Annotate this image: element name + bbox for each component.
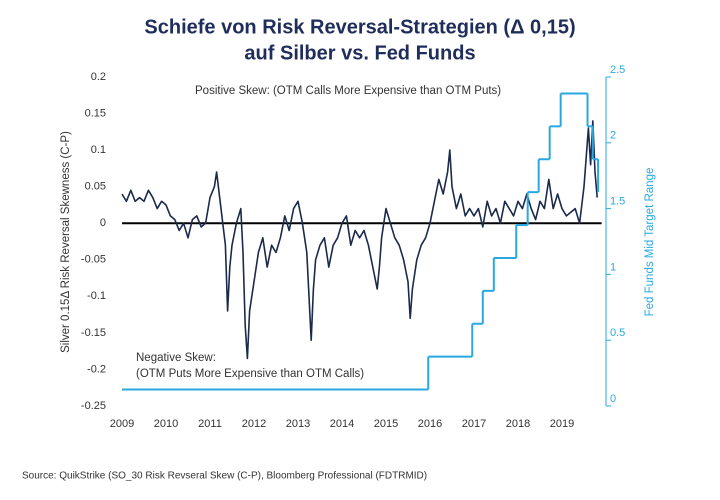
y-tick-label: -0.1: [87, 290, 106, 302]
x-tick-label: 2015: [374, 418, 398, 430]
y2-tick-label: 2: [610, 130, 616, 142]
y-tick-label: 0.2: [91, 71, 106, 83]
y2-tick-label: 1: [610, 261, 616, 273]
chart-title: Schiefe von Risk Reversal-Strategien (Δ …: [144, 16, 575, 38]
y-tick-label: -0.05: [81, 254, 106, 266]
x-tick-label: 2010: [154, 418, 178, 430]
x-tick-label: 2016: [418, 418, 442, 430]
y-tick-label: 0: [100, 217, 106, 229]
series-line: [121, 120, 598, 360]
y-tick-label: -0.2: [87, 363, 106, 375]
y2-tick-label: 0.5: [610, 327, 625, 339]
y-tick-label: 0.1: [91, 144, 106, 156]
annotation: (OTM Puts More Expensive than OTM Calls): [136, 368, 364, 380]
y-tick-label: -0.15: [81, 327, 106, 339]
y-axis-label: Silver 0.15Δ Risk Reversal Skewness (C-P…: [60, 131, 72, 353]
y-tick-label: -0.25: [81, 400, 106, 412]
x-tick-label: 2018: [506, 418, 530, 430]
y2-axis-label: Fed Funds Mid Target Range: [644, 168, 656, 317]
x-tick-label: 2011: [198, 418, 222, 430]
x-tick-label: 2012: [242, 418, 266, 430]
x-tick-label: 2014: [330, 418, 354, 430]
y2-tick-label: 1.5: [610, 196, 625, 208]
chart-subtitle: auf Silber vs. Fed Funds: [244, 42, 475, 64]
x-tick-label: 2017: [462, 418, 486, 430]
x-tick-label: 2013: [286, 418, 310, 430]
y2-tick-label: 2.5: [610, 64, 625, 76]
y2-tick-label: 0: [610, 393, 616, 405]
annotation: Negative Skew:: [136, 352, 216, 364]
y-tick-label: 0.05: [85, 181, 106, 193]
source-note: Source: QuikStrike (SO_30 Risk Revseral …: [22, 471, 427, 482]
x-tick-label: 2019: [550, 418, 574, 430]
annotation: Positive Skew: (OTM Calls More Expensive…: [195, 85, 501, 97]
x-tick-label: 2009: [110, 418, 134, 430]
y-tick-label: 0.15: [85, 107, 106, 119]
